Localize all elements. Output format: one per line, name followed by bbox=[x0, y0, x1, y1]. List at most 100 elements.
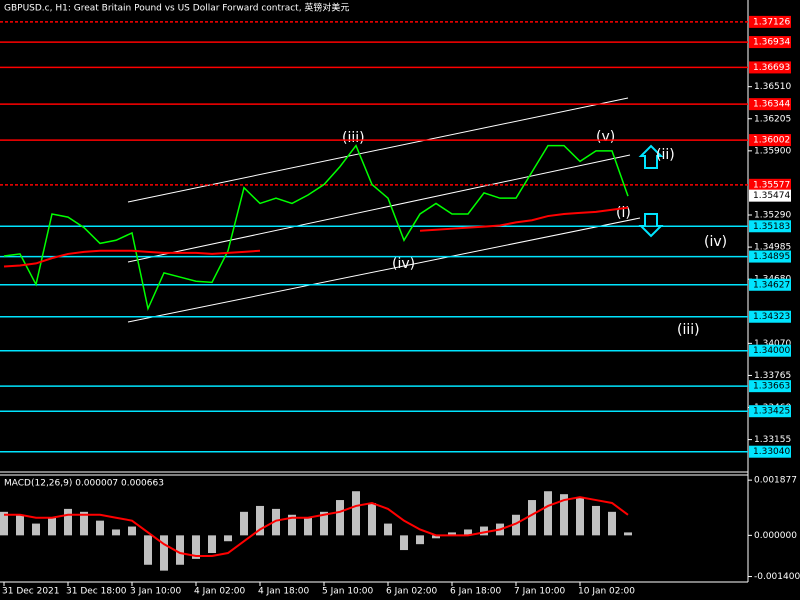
level-box bbox=[749, 98, 791, 111]
macd-bar bbox=[224, 535, 232, 542]
macd-bar bbox=[304, 517, 312, 536]
x-tick-label: 31 Dec 2021 bbox=[2, 587, 60, 597]
x-tick-label: 4 Jan 02:00 bbox=[194, 587, 246, 597]
level-label: 1.36693 bbox=[753, 63, 790, 73]
y-tick-label: 1.36205 bbox=[754, 114, 791, 124]
x-tick-label: 3 Jan 10:00 bbox=[130, 587, 182, 597]
level-box bbox=[749, 380, 791, 393]
macd-bar bbox=[96, 520, 104, 536]
level-box bbox=[749, 445, 791, 458]
moving-average bbox=[419, 206, 629, 232]
macd-bar bbox=[336, 500, 344, 536]
macd-bar bbox=[32, 523, 40, 536]
channel-line bbox=[127, 217, 641, 323]
macd-bar bbox=[544, 491, 552, 536]
macd-bar bbox=[208, 535, 216, 553]
price-box bbox=[749, 189, 791, 202]
macd-bar bbox=[48, 517, 56, 536]
chart-title: GBPUSD.c, H1: Great Britain Pound vs US … bbox=[4, 2, 349, 14]
x-tick-label: 6 Jan 02:00 bbox=[386, 587, 438, 597]
macd-title: MACD(12,26,9) 0.000007 0.000663 bbox=[4, 479, 164, 489]
macd-bar bbox=[256, 505, 264, 536]
macd-bar bbox=[176, 535, 184, 565]
level-box bbox=[749, 405, 791, 418]
price-line bbox=[3, 144, 629, 312]
level-label: 1.33663 bbox=[753, 382, 790, 392]
level-label: 1.34323 bbox=[753, 312, 790, 322]
macd-bar bbox=[160, 535, 168, 571]
macd-bar bbox=[576, 497, 584, 536]
macd-bar bbox=[272, 508, 280, 536]
macd-bar bbox=[624, 532, 632, 536]
wave-label: (iii) bbox=[342, 130, 365, 146]
level-label: 1.33425 bbox=[753, 407, 790, 417]
macd-bar bbox=[416, 535, 424, 545]
level-box bbox=[749, 61, 791, 74]
macd-bar bbox=[464, 529, 472, 536]
y-tick-label: 1.34985 bbox=[754, 243, 791, 253]
level-label: 1.36934 bbox=[753, 38, 790, 48]
level-label: 1.36002 bbox=[753, 136, 790, 146]
macd-bar bbox=[16, 514, 24, 536]
macd-bar bbox=[352, 491, 360, 536]
macd-bar bbox=[528, 500, 536, 536]
macd-bar bbox=[64, 508, 72, 536]
wave-label: (v) bbox=[596, 129, 615, 145]
macd-tick-label: -0.001400 bbox=[754, 572, 800, 582]
macd-bar bbox=[288, 514, 296, 536]
macd-tick-label: 0.001877 bbox=[754, 476, 797, 486]
level-box bbox=[749, 134, 791, 147]
x-tick-label: 6 Jan 18:00 bbox=[450, 587, 502, 597]
level-label: 1.34627 bbox=[753, 280, 790, 290]
y-tick-label: 1.33155 bbox=[754, 435, 791, 445]
macd-bar bbox=[512, 514, 520, 536]
level-box bbox=[749, 178, 791, 191]
current-price: 1.35474 bbox=[753, 191, 790, 201]
wave-label: (iv) bbox=[704, 234, 727, 250]
macd-bar bbox=[608, 511, 616, 536]
x-tick-label: 4 Jan 18:00 bbox=[258, 587, 310, 597]
level-label: 1.34895 bbox=[753, 252, 790, 262]
channel-line bbox=[127, 154, 631, 263]
macd-bar bbox=[400, 535, 408, 551]
y-tick-label: 1.34070 bbox=[754, 339, 791, 349]
x-tick-label: 7 Jan 10:00 bbox=[514, 587, 566, 597]
macd-bar bbox=[192, 535, 200, 559]
x-tick-label: 10 Jan 02:00 bbox=[578, 587, 635, 597]
y-tick-label: 1.35290 bbox=[754, 211, 791, 221]
wave-label: (ii) bbox=[656, 147, 675, 163]
up-arrow bbox=[638, 144, 664, 169]
macd-bar bbox=[432, 535, 440, 539]
macd-bar bbox=[128, 526, 136, 536]
level-box bbox=[749, 250, 791, 263]
level-label: 1.34000 bbox=[753, 346, 790, 356]
macd-bar bbox=[0, 511, 8, 536]
level-box bbox=[749, 310, 791, 323]
y-tick-label: 1.33765 bbox=[754, 371, 791, 381]
macd-tick-label: 0.000000 bbox=[754, 531, 797, 541]
level-label: 1.36344 bbox=[753, 100, 790, 110]
macd-bar bbox=[448, 532, 456, 536]
level-label: 1.35183 bbox=[753, 222, 790, 232]
macd-bar bbox=[368, 503, 376, 536]
wave-label: (iii) bbox=[677, 322, 700, 338]
x-tick-label: 31 Dec 18:00 bbox=[66, 587, 127, 597]
level-label: 1.33040 bbox=[753, 447, 790, 457]
macd-signal bbox=[4, 496, 629, 557]
macd-bar bbox=[240, 511, 248, 536]
level-box bbox=[749, 220, 791, 233]
wave-label: (iv) bbox=[392, 256, 415, 272]
macd-bar bbox=[384, 523, 392, 536]
level-box bbox=[749, 15, 791, 28]
moving-average bbox=[3, 249, 261, 268]
macd-bar bbox=[144, 535, 152, 565]
level-box bbox=[749, 344, 791, 357]
macd-bar bbox=[112, 529, 120, 536]
macd-bar bbox=[592, 505, 600, 536]
y-tick-label: 1.35900 bbox=[754, 146, 791, 156]
macd-bar bbox=[320, 511, 328, 536]
level-label: 1.37126 bbox=[753, 17, 790, 27]
macd-bar bbox=[80, 511, 88, 536]
